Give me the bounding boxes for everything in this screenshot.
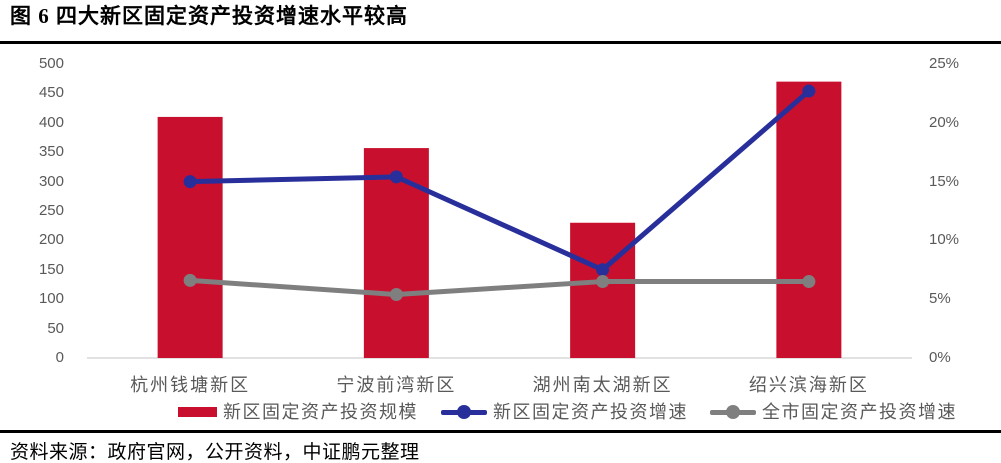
point-全市固定资产投资增速-湖州南太湖新区 xyxy=(596,275,610,289)
category-label-杭州钱塘新区: 杭州钱塘新区 xyxy=(130,375,251,395)
line-全市固定资产投资增速 xyxy=(189,277,809,297)
legend-item-district-growth-line: 新区固定资产投资增速 xyxy=(441,401,688,423)
left-axis-tick-400: 400 xyxy=(38,113,64,131)
left-axis-tick-150: 150 xyxy=(38,260,64,278)
left-axis-tick-250: 250 xyxy=(38,202,64,219)
right-axis-tick-5%: 5% xyxy=(929,290,951,308)
bar-杭州钱塘新区 xyxy=(157,116,223,358)
left-axis-tick-0: 0 xyxy=(55,349,64,366)
left-axis-tick-500: 500 xyxy=(38,55,64,72)
bar-绍兴滨海新区 xyxy=(776,81,842,358)
right-axis-tick-25%: 25% xyxy=(929,55,960,72)
point-新区固定资产投资增速-杭州钱塘新区 xyxy=(183,175,197,189)
title-divider xyxy=(0,41,1001,44)
legend-item-bar-series: 新区固定资产投资规模 xyxy=(178,401,418,423)
legend-label: 全市固定资产投资增速 xyxy=(762,402,957,422)
legend-item-city-growth-line: 全市固定资产投资增速 xyxy=(710,401,957,423)
category-label-宁波前湾新区: 宁波前湾新区 xyxy=(336,375,457,395)
bar-湖州南太湖新区 xyxy=(570,222,636,358)
right-axis-tick-20%: 20% xyxy=(929,113,960,131)
right-axis-tick-0%: 0% xyxy=(929,349,951,366)
chart-title: 图 6 四大新区固定资产投资增速水平较高 xyxy=(10,4,408,28)
right-axis-tick-10%: 10% xyxy=(929,231,960,249)
line-dot-swatch-icon xyxy=(710,405,756,419)
left-axis-tick-100: 100 xyxy=(38,290,64,308)
line-dot-swatch-icon xyxy=(441,405,487,419)
source-note: 资料来源：政府官网，公开资料，中证鹏元整理 xyxy=(10,442,420,463)
bar-series-swatch-icon xyxy=(178,407,217,417)
line-新区固定资产投资增速 xyxy=(190,89,811,273)
point-全市固定资产投资增速-宁波前湾新区 xyxy=(389,287,403,301)
left-axis-tick-300: 300 xyxy=(38,172,64,190)
left-axis-tick-50: 50 xyxy=(47,319,64,337)
point-全市固定资产投资增速-杭州钱塘新区 xyxy=(183,273,197,287)
point-新区固定资产投资增速-宁波前湾新区 xyxy=(389,170,403,184)
legend-label: 新区固定资产投资增速 xyxy=(493,402,688,422)
category-label-湖州南太湖新区: 湖州南太湖新区 xyxy=(532,375,673,395)
left-axis-tick-450: 450 xyxy=(38,84,64,102)
point-新区固定资产投资增速-绍兴滨海新区 xyxy=(802,84,816,98)
category-label-绍兴滨海新区: 绍兴滨海新区 xyxy=(748,375,869,395)
point-新区固定资产投资增速-湖州南太湖新区 xyxy=(596,263,610,277)
left-axis-tick-350: 350 xyxy=(38,143,64,161)
legend-label: 新区固定资产投资规模 xyxy=(223,402,418,422)
right-axis-tick-15%: 15% xyxy=(929,172,960,190)
left-axis-tick-200: 200 xyxy=(38,231,64,249)
point-全市固定资产投资增速-绍兴滨海新区 xyxy=(802,275,816,289)
footer-divider xyxy=(0,430,1001,433)
